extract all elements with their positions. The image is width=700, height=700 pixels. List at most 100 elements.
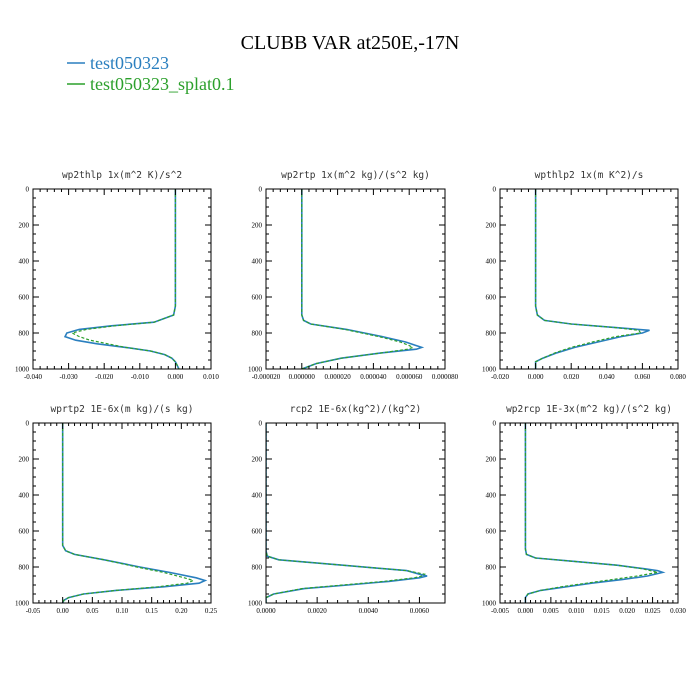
series-line-control — [266, 423, 428, 603]
y-tick-label: 400 — [19, 258, 30, 266]
panel-title: wprtp2 1E-6x(m kg)/(s kg) — [51, 404, 194, 415]
series-line-splat — [266, 423, 427, 603]
y-tick-label: 800 — [486, 330, 497, 338]
y-tick-label: 600 — [486, 294, 497, 302]
x-tick-label: -0.020 — [491, 373, 510, 381]
x-tick-label: 0.000000 — [289, 373, 316, 381]
panel-4: rcp2 1E-6x(kg^2)/(kg^2) 0.0000 0.0020 0.004… — [248, 404, 446, 615]
y-tick-label: 600 — [486, 528, 497, 536]
panel-title: wp2thlp 1x(m^2 K)/s^2 — [62, 170, 182, 181]
y-tick-label: 400 — [19, 492, 30, 500]
series-line-control — [63, 189, 180, 369]
x-tick-label: 0.010 — [203, 373, 219, 381]
x-tick-label: 0.00 — [57, 607, 70, 615]
y-tick-label: 0 — [26, 420, 30, 428]
y-tick-label: 0 — [493, 186, 497, 194]
x-tick-label: 0.025 — [645, 607, 661, 615]
y-tick-label: 200 — [486, 222, 497, 230]
x-tick-label: 0.020 — [619, 607, 635, 615]
y-tick-label: 0 — [259, 420, 263, 428]
x-tick-label: 0.15 — [146, 607, 159, 615]
y-tick-label: 200 — [252, 222, 263, 230]
x-tick-label: 0.10 — [116, 607, 129, 615]
x-tick-label: 0.000060 — [396, 373, 423, 381]
series-line-splat — [524, 423, 658, 603]
y-tick-label: 800 — [19, 564, 30, 572]
x-tick-label: 0.000020 — [324, 373, 351, 381]
panel-title: wpthlp2 1x(m K^2)/s — [535, 170, 644, 181]
x-tick-label: 0.010 — [568, 607, 584, 615]
x-tick-label: -0.020 — [95, 373, 114, 381]
panel-1: wp2rtp 1x(m^2 kg)/(s^2 kg) -0.000020 0.000… — [248, 170, 459, 381]
y-tick-label: 800 — [252, 564, 263, 572]
plot-frame — [32, 188, 212, 370]
series-line-control — [524, 423, 666, 603]
x-tick-label: 0.000 — [518, 607, 534, 615]
legend-label-0: test050323 — [90, 53, 169, 73]
x-tick-label: 0.000 — [528, 373, 544, 381]
x-tick-label: 0.0020 — [308, 607, 328, 615]
x-tick-label: -0.030 — [60, 373, 79, 381]
y-tick-label: 0 — [259, 186, 263, 194]
y-tick-label: 600 — [19, 528, 30, 536]
x-tick-label: 0.05 — [86, 607, 99, 615]
x-tick-label: 0.020 — [563, 373, 579, 381]
x-tick-label: 0.005 — [543, 607, 559, 615]
y-tick-label: 200 — [19, 222, 30, 230]
series-line-control — [300, 189, 425, 369]
x-tick-label: -0.05 — [26, 607, 41, 615]
series-line-splat — [301, 189, 415, 369]
y-tick-label: 200 — [252, 456, 263, 464]
panel-3: wprtp2 1E-6x(m kg)/(s kg) -0.05 0.00 0.05 0.… — [15, 404, 218, 615]
x-tick-label: 0.015 — [594, 607, 610, 615]
panel-2: wpthlp2 1x(m K^2)/s -0.020 0.000 0.020 0.040… — [482, 170, 686, 381]
y-tick-label: 1000 — [15, 600, 30, 608]
y-tick-label: 0 — [26, 186, 30, 194]
x-tick-label: 0.000 — [168, 373, 184, 381]
panel-5: wp2rcp 1E-3x(m^2 kg)/(s^2 kg) -0.005 0.000… — [482, 404, 686, 615]
y-tick-label: 600 — [252, 294, 263, 302]
y-tick-label: 800 — [252, 330, 263, 338]
plot-frame — [265, 422, 446, 604]
x-tick-label: 0.0000 — [256, 607, 276, 615]
y-tick-label: 200 — [19, 456, 30, 464]
x-tick-label: 0.000080 — [432, 373, 459, 381]
series-line-splat — [534, 189, 642, 369]
legend-label-1: test050323_splat0.1 — [90, 74, 235, 94]
y-tick-label: 0 — [493, 420, 497, 428]
x-tick-label: 0.040 — [599, 373, 615, 381]
series-line-control — [61, 423, 208, 603]
x-tick-label: 0.030 — [670, 607, 686, 615]
legend: test050323 test050323_splat0.1 — [67, 53, 235, 94]
x-tick-label: 0.20 — [175, 607, 188, 615]
y-tick-label: 1000 — [248, 366, 263, 374]
y-tick-label: 200 — [486, 456, 497, 464]
series-line-splat — [62, 423, 195, 603]
panel-title: wp2rcp 1E-3x(m^2 kg)/(s^2 kg) — [506, 404, 672, 415]
y-tick-label: 800 — [486, 564, 497, 572]
y-tick-label: 400 — [486, 258, 497, 266]
x-tick-label: 0.25 — [205, 607, 218, 615]
y-tick-label: 400 — [486, 492, 497, 500]
figure-title: CLUBB VAR at250E,-17N — [241, 32, 460, 54]
plot-frame — [499, 422, 679, 604]
panel-title: wp2rtp 1x(m^2 kg)/(s^2 kg) — [281, 170, 430, 181]
x-tick-label: -0.000020 — [252, 373, 281, 381]
y-tick-label: 600 — [19, 294, 30, 302]
x-tick-label: -0.040 — [24, 373, 43, 381]
x-tick-label: 0.0060 — [410, 607, 430, 615]
plot-frame — [265, 188, 446, 370]
y-tick-label: 600 — [252, 528, 263, 536]
y-tick-label: 1000 — [482, 600, 497, 608]
x-tick-label: 0.060 — [635, 373, 651, 381]
x-tick-label: 0.080 — [670, 373, 686, 381]
panel-title: rcp2 1E-6x(kg^2)/(kg^2) — [290, 404, 422, 415]
y-tick-label: 400 — [252, 492, 263, 500]
x-tick-label: 0.000040 — [360, 373, 387, 381]
plot-frame — [499, 188, 679, 370]
x-tick-label: 0.0040 — [359, 607, 379, 615]
x-tick-label: -0.005 — [491, 607, 510, 615]
y-tick-label: 1000 — [15, 366, 30, 374]
y-tick-label: 1000 — [248, 600, 263, 608]
panels: wp2thlp 1x(m^2 K)/s^2 -0.040 -0.030 -0.020 -… — [15, 170, 686, 615]
